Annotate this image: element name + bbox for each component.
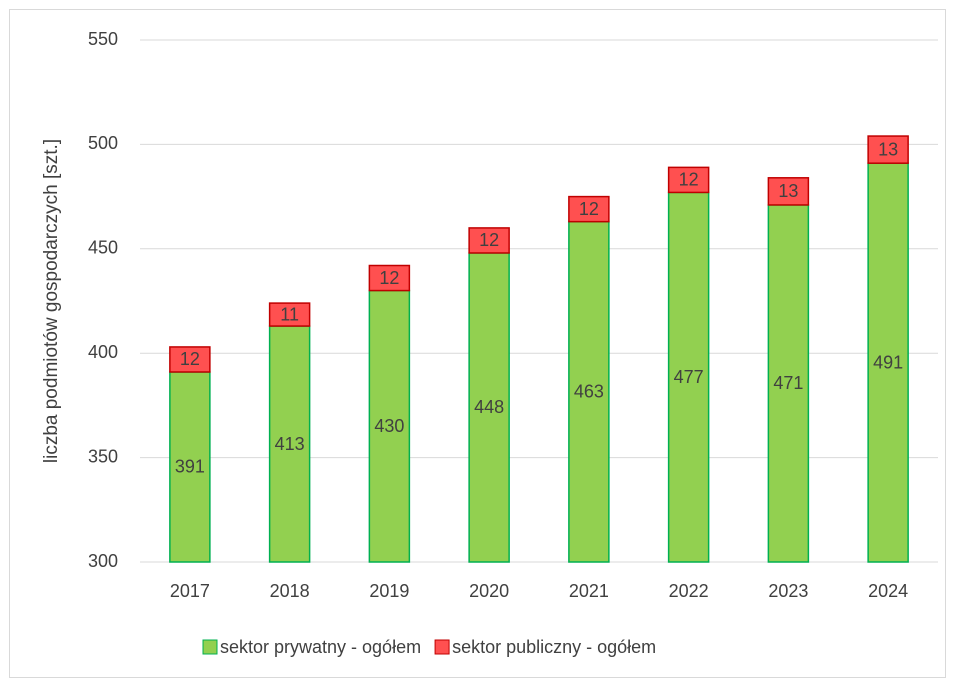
data-label: 471: [773, 373, 803, 393]
data-label: 491: [873, 352, 903, 372]
bar-segment: [368, 264, 411, 292]
legend-swatch: [434, 639, 450, 655]
bar-segment: [568, 220, 610, 563]
y-tick-label: 550: [88, 29, 118, 49]
y-tick-label: 500: [88, 133, 118, 153]
x-tick-label: 2022: [669, 581, 709, 601]
x-tick-label: 2023: [768, 581, 808, 601]
y-tick-label: 300: [88, 551, 118, 571]
data-label: 448: [474, 397, 504, 417]
bar-segment: [667, 166, 710, 194]
x-tick-label: 2021: [569, 581, 609, 601]
bar-segment: [468, 227, 510, 254]
bar-segment: [568, 195, 610, 223]
data-label: 12: [579, 199, 599, 219]
data-label: 430: [374, 416, 404, 436]
legend-label: sektor publiczny - ogółem: [452, 637, 656, 657]
bar-segment: [169, 371, 211, 563]
legend-label: sektor prywatny - ogółem: [220, 637, 421, 657]
x-tick-label: 2024: [868, 581, 908, 601]
bar-segment: [268, 302, 311, 327]
y-tick-label: 450: [88, 238, 118, 258]
x-tick-label: 2019: [369, 581, 409, 601]
data-label: 12: [180, 349, 200, 369]
x-tick-label: 2017: [170, 581, 210, 601]
data-label: 12: [679, 170, 699, 190]
data-label: 391: [175, 457, 205, 477]
data-label: 13: [778, 181, 798, 201]
data-label: 11: [280, 304, 299, 324]
x-tick-label: 2018: [270, 581, 310, 601]
data-label: 477: [674, 367, 704, 387]
y-tick-label: 350: [88, 446, 118, 466]
data-label: 13: [878, 139, 898, 159]
data-label: 12: [379, 268, 399, 288]
bar-segment: [169, 346, 211, 373]
data-label: 12: [479, 230, 499, 250]
y-tick-label: 400: [88, 342, 118, 362]
legend-swatch: [202, 639, 218, 655]
bar-segment: [867, 135, 909, 164]
data-label: 413: [275, 434, 305, 454]
bar-segment: [867, 162, 909, 563]
bar-segment: [767, 177, 810, 206]
y-axis-title: liczba podmiotów gospodarczych [szt.]: [41, 139, 62, 463]
data-label: 463: [574, 382, 604, 402]
x-tick-label: 2020: [469, 581, 509, 601]
